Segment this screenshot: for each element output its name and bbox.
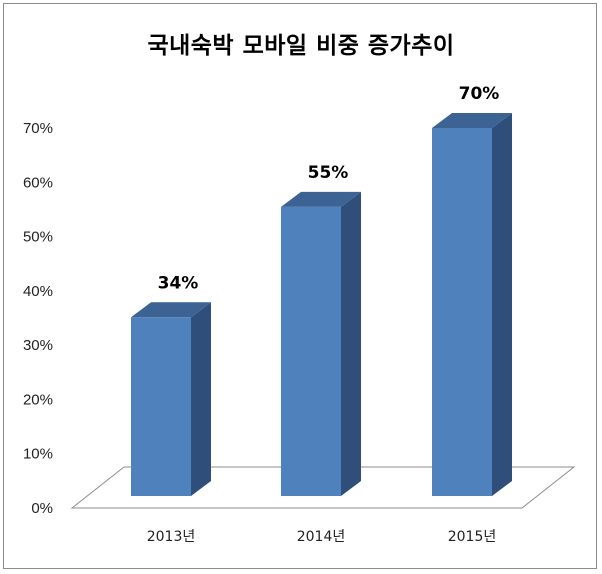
y-axis-ticks: 0% 10% 20% 30% 40% 50% 60% 70% xyxy=(23,120,53,517)
y-tick-label: 0% xyxy=(31,500,53,517)
bar xyxy=(432,113,512,496)
bar-front xyxy=(131,317,191,496)
x-axis-labels: 2013년 2014년 2015년 xyxy=(147,529,497,545)
y-tick-label: 40% xyxy=(23,283,53,300)
x-tick-label: 2015년 xyxy=(448,529,497,545)
data-label: 34% xyxy=(158,273,199,293)
bar-front xyxy=(432,128,492,496)
x-tick-label: 2014년 xyxy=(297,529,346,545)
data-label: 70% xyxy=(459,84,500,104)
bar xyxy=(131,302,211,496)
y-tick-label: 70% xyxy=(23,120,53,137)
bar-side xyxy=(492,113,512,496)
bar-side xyxy=(341,191,361,496)
bar-top xyxy=(131,302,211,318)
bar xyxy=(281,191,361,496)
bar-front xyxy=(281,206,341,496)
bar-side xyxy=(191,302,211,496)
chart-title: 국내숙박 모바일 비중 증가추이 xyxy=(147,33,455,59)
data-labels: 34% 55% 70% xyxy=(158,84,500,293)
y-tick-label: 20% xyxy=(23,391,53,408)
x-tick-label: 2013년 xyxy=(147,529,196,545)
y-tick-label: 30% xyxy=(23,337,53,354)
y-tick-label: 10% xyxy=(23,446,53,463)
data-label: 55% xyxy=(308,163,349,183)
bar-top xyxy=(281,191,361,207)
y-tick-label: 60% xyxy=(23,174,53,191)
bar-series xyxy=(131,113,512,496)
y-tick-label: 50% xyxy=(23,229,53,246)
bar-top xyxy=(432,113,512,128)
